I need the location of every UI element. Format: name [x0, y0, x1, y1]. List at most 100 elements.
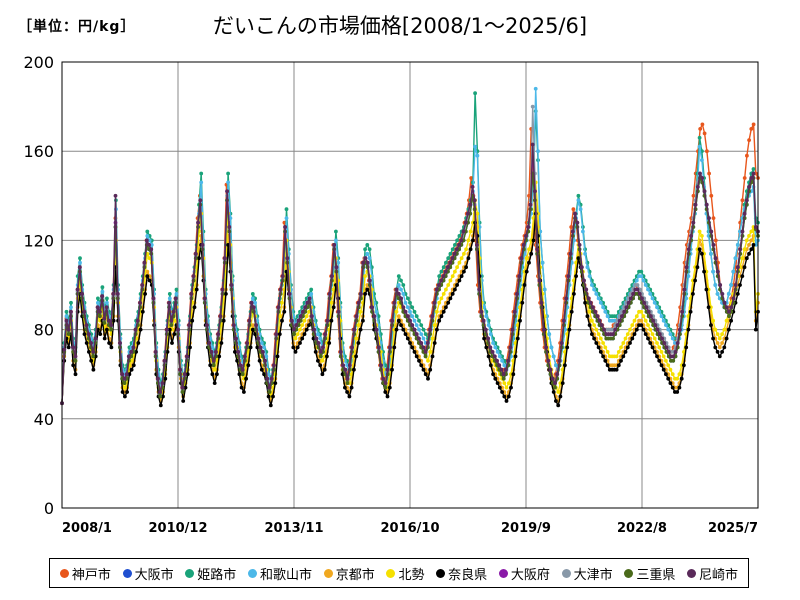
data-point — [631, 292, 635, 296]
data-point — [509, 385, 513, 390]
data-point — [120, 372, 125, 377]
data-point — [717, 354, 722, 359]
data-point — [588, 300, 593, 305]
data-point — [501, 372, 506, 377]
data-point — [605, 350, 610, 354]
data-point — [749, 176, 754, 180]
data-point — [432, 300, 437, 305]
data-point — [200, 243, 205, 247]
data-point — [628, 296, 633, 301]
data-point — [408, 341, 412, 345]
data-point — [718, 283, 722, 287]
data-point — [605, 363, 610, 368]
data-point — [421, 345, 426, 350]
data-point — [212, 381, 217, 385]
data-point — [751, 243, 756, 247]
legend-item: 奈良県 — [436, 564, 487, 583]
data-point — [134, 350, 139, 354]
data-point — [686, 327, 691, 332]
data-point — [316, 358, 320, 363]
data-point — [107, 341, 111, 345]
data-point — [740, 229, 745, 234]
data-point — [554, 399, 558, 403]
data-point — [234, 336, 238, 341]
data-point — [590, 318, 594, 323]
data-point — [591, 305, 595, 310]
data-point — [531, 238, 536, 243]
data-point — [621, 354, 626, 359]
data-point — [486, 336, 490, 341]
data-point — [412, 318, 417, 323]
data-point — [280, 318, 284, 323]
data-point — [495, 358, 499, 363]
data-point — [740, 198, 745, 203]
data-point — [144, 238, 149, 243]
x-tick-label: 2022/8 — [617, 521, 667, 536]
data-point — [446, 300, 451, 305]
data-point — [123, 394, 127, 399]
data-point — [73, 358, 78, 363]
data-point — [165, 350, 170, 354]
data-point — [592, 336, 596, 341]
data-point — [533, 86, 538, 91]
data-point — [504, 385, 509, 390]
data-point — [720, 341, 724, 345]
data-point — [77, 265, 82, 270]
data-point — [125, 390, 129, 394]
data-point — [506, 381, 511, 385]
legend-label: 京都市 — [335, 567, 375, 583]
data-point — [695, 265, 700, 270]
data-point — [572, 292, 576, 296]
data-point — [649, 314, 653, 319]
data-point — [334, 229, 338, 234]
data-point — [396, 314, 401, 319]
data-point — [441, 292, 446, 296]
data-point — [274, 332, 279, 336]
data-point — [577, 243, 582, 247]
data-point — [515, 336, 520, 341]
data-point — [374, 327, 379, 332]
data-point — [686, 274, 691, 278]
data-point — [140, 309, 145, 314]
data-point — [623, 350, 628, 354]
data-point — [417, 327, 421, 332]
data-point — [668, 367, 673, 372]
data-point — [585, 265, 590, 270]
data-point — [477, 287, 482, 292]
data-point — [66, 332, 71, 336]
data-point — [361, 260, 366, 265]
data-point — [374, 309, 379, 314]
data-point — [264, 354, 269, 359]
data-point — [742, 176, 747, 180]
data-point — [753, 225, 758, 229]
data-point — [479, 309, 484, 314]
data-point — [227, 225, 232, 229]
data-point — [163, 376, 168, 381]
data-point — [363, 274, 367, 278]
legend-marker — [436, 568, 446, 578]
data-point — [635, 287, 640, 292]
data-point — [457, 234, 462, 238]
data-point — [298, 327, 302, 332]
data-point — [66, 327, 71, 332]
data-point — [414, 354, 419, 359]
data-point — [724, 336, 729, 341]
data-point — [259, 341, 264, 345]
data-point — [512, 309, 517, 314]
data-point — [459, 238, 464, 243]
data-point — [84, 323, 89, 327]
data-point — [283, 225, 287, 229]
data-point — [408, 318, 412, 323]
data-point — [147, 256, 152, 261]
data-point — [229, 283, 234, 287]
data-point — [318, 336, 323, 341]
data-point — [664, 358, 668, 363]
data-point — [102, 321, 107, 325]
data-point — [601, 354, 605, 359]
data-point — [370, 305, 374, 310]
data-point — [524, 234, 528, 238]
data-point — [657, 332, 662, 336]
data-point — [138, 327, 143, 332]
data-point — [390, 318, 395, 323]
data-point — [69, 300, 73, 305]
